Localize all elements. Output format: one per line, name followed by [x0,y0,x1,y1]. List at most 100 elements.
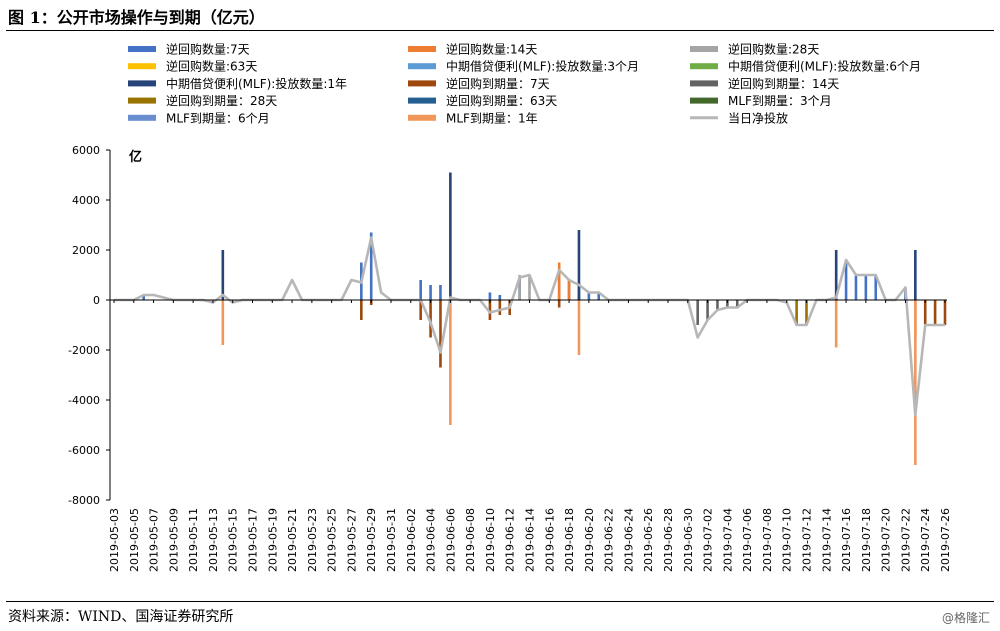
bar [577,230,581,300]
net-injection-line [114,236,945,417]
y-tick-label: 4000 [72,194,100,207]
legend-label: 逆回购到期量：28天 [166,93,277,108]
legend-label: 中期借贷便利(MLF):投放数量:3个月 [446,59,639,74]
bar [914,300,917,465]
legend-item: MLF到期量：6个月 [128,111,270,125]
y-tick-label: -6000 [68,444,100,457]
legend-swatch [690,63,718,70]
legend-item: 中期借贷便利(MLF):投放数量:1年 [128,76,347,91]
legend-swatch [128,80,156,87]
bar [429,285,432,300]
y-unit-label: 亿 [129,149,142,165]
bar [716,300,719,310]
legend-swatch [408,80,436,87]
x-tick-label: 2019-07-20 [880,508,893,572]
bar [795,300,798,325]
legend-label: 逆回购到期量：7天 [446,76,550,91]
bar [864,275,868,300]
x-tick-label: 2019-06-16 [543,508,556,572]
bar [923,300,927,325]
legend-label: MLF到期量：3个月 [728,94,832,108]
legend-item: MLF到期量：3个月 [690,94,832,108]
x-tick-label: 2019-07-18 [860,508,873,572]
x-tick-label: 2019-06-20 [583,508,596,572]
y-tick-label: 6000 [72,144,100,157]
x-tick-label: 2019-06-08 [464,508,477,572]
legend-swatch [128,46,156,52]
y-tick-label: -8000 [68,494,100,507]
y-tick-label: 2000 [72,244,100,257]
bar [488,292,492,300]
legend-item: MLF到期量：1年 [408,111,538,125]
plot-area: -8000 -6000 -4000 -2000 0 2000 4000 6000 2019-05… [68,144,952,572]
x-tick-label: 2019-06-06 [444,508,457,572]
legend-label: 逆回购数量:63天 [166,59,257,74]
bar [805,300,808,325]
x-tick-label: 2019-06-14 [524,508,537,572]
source-rule [6,601,994,602]
legend-swatch [690,80,718,87]
x-tick-label: 2019-05-31 [385,508,398,572]
watermark: @格隆汇 [941,611,990,625]
legend-item: 当日净投放 [690,110,788,125]
bar [914,250,917,300]
legend-swatch [408,63,436,70]
bar [518,275,521,300]
bar [419,280,422,300]
x-tick-label: 2019-06-10 [484,508,497,572]
legend-label: 逆回购数量:7天 [166,42,250,57]
bar [439,300,442,368]
bar [498,295,502,300]
x-tick-label: 2019-07-26 [939,508,952,572]
bar [142,295,145,300]
legend-swatch [408,114,436,121]
x-tick-label: 2019-06-22 [603,508,616,572]
bar [726,300,729,308]
legend-label: 当日净投放 [728,110,788,125]
legend-item: 逆回购到期量：63天 [408,93,557,108]
legend-label: 逆回购到期量：14天 [728,76,839,91]
y-tick-label: 0 [93,294,100,307]
bar [221,250,225,300]
x-tick-label: 2019-06-12 [504,508,517,572]
legend-item: 中期借贷便利(MLF):投放数量:6个月 [690,59,921,74]
legend-swatch [408,46,436,52]
bar [696,300,699,325]
bar [854,275,858,300]
bar [429,300,432,338]
bar [557,300,561,308]
legend-item: 逆回购数量:28天 [690,42,819,57]
legend-swatch [408,97,436,104]
bar [221,300,225,345]
legend-item: 逆回购数量:7天 [128,42,250,57]
legend-swatch [690,97,718,104]
legend-swatch [690,46,718,52]
x-tick-label: 2019-05-21 [286,508,299,572]
bar [874,275,878,300]
bar [844,260,848,300]
figure-title: 图 1：公开市场操作与到期（亿元） [8,8,265,27]
x-tick-label: 2019-07-02 [702,508,715,572]
x-tick-label: 2019-05-15 [227,508,240,572]
bar [706,300,709,320]
bar [567,280,571,300]
bar [449,172,452,300]
bar [449,300,452,425]
legend-item: 逆回购到期量：7天 [408,76,550,91]
legend-item: 中期借贷便利(MLF):投放数量:3个月 [408,59,639,74]
legend-item: 逆回购到期量：14天 [690,76,839,91]
x-tick-label: 2019-05-11 [187,508,200,572]
x-tick-label: 2019-07-12 [801,508,814,572]
bar [419,300,422,320]
legend-label: 中期借贷便利(MLF):投放数量:6个月 [728,59,921,74]
legend-item: 逆回购数量:63天 [128,59,257,74]
x-tick-label: 2019-06-18 [563,508,576,572]
bar [834,300,838,348]
source-note: 资料来源：WIND、国海证券研究所 [8,609,234,625]
x-tick-label: 2019-07-08 [761,508,774,572]
bar [557,262,561,300]
x-tick-label: 2019-05-09 [167,508,180,572]
x-tick-label: 2019-07-04 [721,508,734,572]
title-rule [6,30,994,31]
bar [360,300,363,320]
